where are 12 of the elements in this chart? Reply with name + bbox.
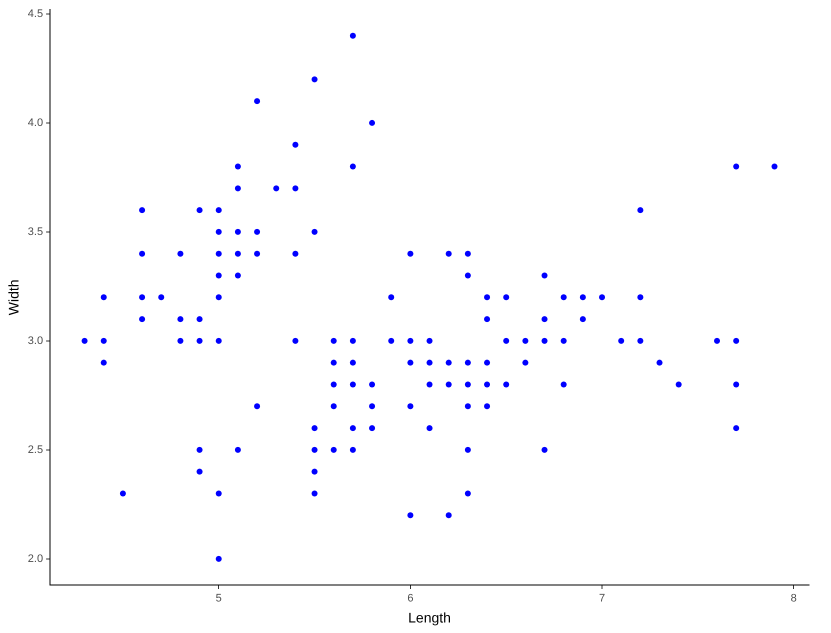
y-tick-label: 4.5 (28, 8, 44, 20)
x-tick-label: 5 (216, 592, 222, 605)
x-tick-label: 7 (598, 592, 606, 605)
y-axis-title: Width (5, 279, 22, 316)
y-tick-label: 4.0 (28, 116, 44, 129)
x-tick-label: 6 (407, 592, 414, 605)
x-axis-title: Length (408, 609, 451, 626)
y-tick-label: 3.0 (28, 334, 44, 347)
x-tick-label: 8 (790, 592, 797, 605)
y-tick-label: 3.5 (28, 226, 44, 238)
y-tick-label: 2.0 (28, 552, 44, 565)
y-tick-label: 2.5 (28, 444, 44, 456)
